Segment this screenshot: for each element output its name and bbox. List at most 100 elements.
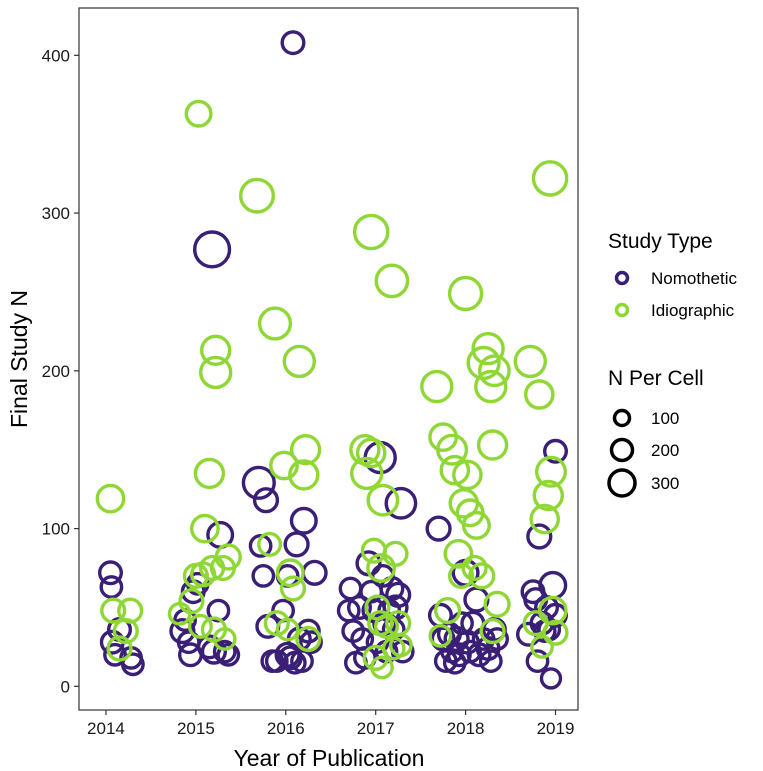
point-idiographic-50 bbox=[428, 624, 453, 648]
point-idiographic-34 bbox=[352, 213, 390, 251]
point-idiographic-58 bbox=[447, 275, 484, 312]
point-idiographic-28 bbox=[282, 344, 316, 379]
x-axis-title: Year of Publication bbox=[234, 745, 425, 771]
y-axis: 0 100 200 300 400 bbox=[42, 46, 79, 696]
point-idiographic-8 bbox=[184, 99, 213, 128]
point-nomothetic-60 bbox=[384, 486, 418, 520]
point-nomothetic-30 bbox=[280, 30, 306, 56]
point-nomothetic-92 bbox=[539, 667, 563, 690]
legend-size-key-100 bbox=[612, 408, 632, 428]
legend-size-label-200: 200 bbox=[651, 441, 679, 460]
point-idiographic-42 bbox=[366, 483, 400, 517]
point-nomothetic-1 bbox=[99, 575, 124, 599]
point-idiographic-27 bbox=[279, 575, 307, 602]
point-idiographic-2 bbox=[106, 635, 133, 662]
point-nomothetic-80 bbox=[478, 649, 503, 673]
point-idiographic-6 bbox=[178, 588, 205, 615]
point-idiographic-35 bbox=[355, 437, 387, 469]
point-idiographic-23 bbox=[263, 610, 290, 637]
x-tick-label-2016: 2016 bbox=[267, 719, 305, 738]
point-nomothetic-62 bbox=[425, 515, 452, 542]
point-idiographic-53 bbox=[436, 433, 469, 466]
point-idiographic-11 bbox=[189, 513, 220, 544]
point-nomothetic-70 bbox=[446, 642, 472, 668]
point-idiographic-68 bbox=[477, 354, 511, 388]
point-idiographic-18 bbox=[212, 627, 237, 651]
legend: Study Type Nomothetic Idiographic N Per … bbox=[607, 230, 737, 498]
point-idiographic-71 bbox=[513, 344, 547, 379]
point-idiographic-43 bbox=[374, 613, 400, 639]
legend-size-key-200 bbox=[609, 437, 635, 463]
x-axis: 2014 2015 2016 2017 2018 2019 bbox=[87, 710, 574, 738]
y-tick-label-0: 0 bbox=[61, 677, 70, 696]
x-tick-label-2015: 2015 bbox=[177, 719, 215, 738]
point-idiographic-26 bbox=[275, 558, 305, 588]
point-idiographic-73 bbox=[524, 379, 555, 410]
y-tick-label-300: 300 bbox=[42, 204, 70, 223]
point-nomothetic-7 bbox=[169, 617, 196, 645]
point-idiographic-29 bbox=[288, 459, 320, 491]
legend-key-idiographic bbox=[614, 302, 630, 318]
point-idiographic-20 bbox=[238, 177, 275, 214]
point-nomothetic-44 bbox=[347, 595, 373, 621]
point-nomothetic-86 bbox=[525, 649, 550, 673]
point-idiographic-12 bbox=[193, 457, 226, 490]
point-idiographic-46 bbox=[382, 540, 409, 567]
point-nomothetic-59 bbox=[385, 581, 412, 608]
point-nomothetic-23 bbox=[252, 487, 280, 514]
legend-title-study-type: Study Type bbox=[608, 230, 713, 253]
points-layer bbox=[95, 30, 569, 690]
point-nomothetic-94 bbox=[543, 438, 569, 464]
point-idiographic-49 bbox=[420, 369, 454, 404]
point-nomothetic-20 bbox=[241, 465, 276, 500]
legend-label-nomothetic: Nomothetic bbox=[651, 269, 737, 288]
point-idiographic-76 bbox=[532, 479, 564, 512]
y-tick-label-200: 200 bbox=[42, 362, 70, 381]
point-idiographic-62 bbox=[461, 510, 491, 540]
legend-size-label-300: 300 bbox=[651, 474, 679, 493]
legend-key-nomothetic bbox=[614, 270, 630, 286]
point-idiographic-79 bbox=[537, 595, 568, 626]
point-idiographic-1 bbox=[100, 597, 127, 624]
point-nomothetic-3 bbox=[103, 642, 127, 667]
point-idiographic-54 bbox=[439, 454, 471, 486]
point-idiographic-25 bbox=[275, 617, 300, 642]
point-nomothetic-39 bbox=[282, 650, 307, 675]
point-idiographic-48 bbox=[388, 633, 413, 658]
point-idiographic-63 bbox=[468, 562, 496, 590]
point-idiographic-16 bbox=[198, 355, 233, 390]
point-idiographic-0 bbox=[95, 483, 126, 514]
point-idiographic-61 bbox=[461, 554, 488, 582]
point-nomothetic-18 bbox=[212, 639, 237, 664]
legend-title-n-per-cell: N Per Cell bbox=[608, 367, 704, 390]
y-tick-label-400: 400 bbox=[42, 46, 70, 65]
point-nomothetic-87 bbox=[526, 523, 553, 550]
y-axis-title: Final Study N bbox=[6, 290, 32, 428]
point-nomothetic-6 bbox=[120, 652, 145, 677]
point-nomothetic-19 bbox=[216, 642, 241, 667]
point-idiographic-30 bbox=[289, 434, 322, 466]
x-tick-label-2014: 2014 bbox=[87, 719, 125, 738]
legend-size-label-100: 100 bbox=[651, 409, 679, 428]
point-idiographic-77 bbox=[531, 160, 569, 197]
point-idiographic-67 bbox=[476, 429, 509, 461]
point-nomothetic-0 bbox=[97, 560, 123, 586]
point-nomothetic-69 bbox=[443, 625, 470, 653]
point-idiographic-41 bbox=[370, 655, 394, 680]
point-idiographic-74 bbox=[530, 635, 554, 659]
point-nomothetic-31 bbox=[283, 531, 310, 558]
point-idiographic-66 bbox=[474, 369, 508, 404]
point-idiographic-31 bbox=[295, 625, 322, 653]
point-idiographic-15 bbox=[199, 334, 232, 366]
point-idiographic-9 bbox=[187, 613, 213, 639]
point-idiographic-56 bbox=[448, 562, 475, 589]
point-idiographic-78 bbox=[535, 455, 568, 488]
point-idiographic-69 bbox=[483, 590, 511, 618]
point-idiographic-70 bbox=[479, 617, 506, 645]
point-nomothetic-36 bbox=[299, 630, 323, 655]
point-idiographic-19 bbox=[214, 543, 242, 571]
x-tick-label-2017: 2017 bbox=[357, 719, 395, 738]
point-idiographic-24 bbox=[269, 450, 299, 481]
x-tick-label-2019: 2019 bbox=[537, 719, 575, 738]
